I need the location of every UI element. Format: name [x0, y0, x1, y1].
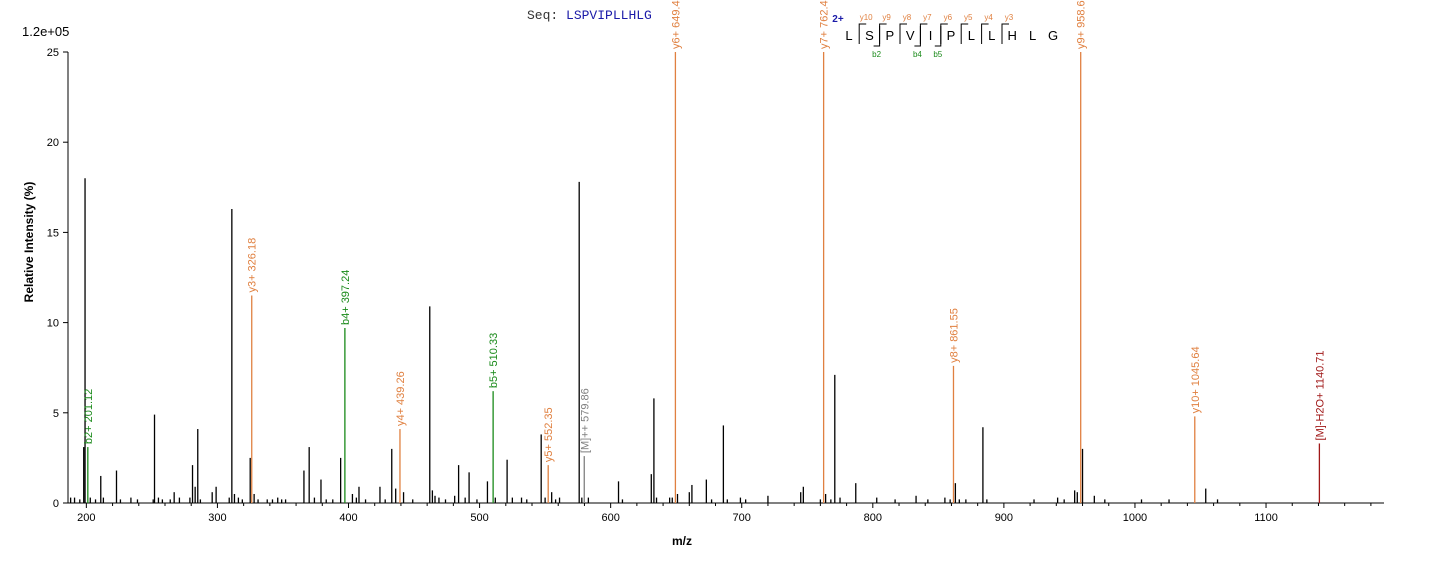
- y-tick-label: 15: [47, 227, 59, 239]
- peak-label: b2+ 201.12: [83, 389, 95, 444]
- y-ion-marker-label: y7: [923, 13, 932, 22]
- x-tick-label: 700: [733, 512, 751, 524]
- peak-label: y3+ 326.18: [247, 238, 259, 293]
- y-tick-label: 25: [47, 47, 59, 59]
- sequence-residue: P: [947, 28, 956, 43]
- y-tick-label: 5: [53, 408, 59, 420]
- y-ion-cleavage-marker: [981, 23, 989, 44]
- peak-label: y7+ 762.48: [819, 0, 831, 49]
- b-ion-marker-label: b4: [913, 50, 922, 59]
- intensity-scale-label: 1.2e+05: [22, 24, 70, 39]
- y-ion-marker-label: y6: [944, 13, 953, 22]
- b-ion-cleavage-marker: [914, 26, 921, 47]
- peak-label: y10+ 1045.64: [1190, 346, 1202, 413]
- x-axis-label: m/z: [672, 534, 693, 548]
- peak-label: y5+ 552.35: [543, 407, 555, 462]
- peak-label: [M]++ 579.86: [579, 388, 591, 453]
- b-ion-cleavage-marker: [873, 26, 881, 47]
- y-tick-label: 0: [53, 498, 59, 510]
- y-ion-cleavage-marker: [899, 23, 907, 44]
- x-tick-label: 500: [470, 512, 488, 524]
- x-tick-label: 200: [77, 512, 95, 524]
- y-ion-cleavage-marker: [919, 23, 928, 44]
- peak-label: y6+ 649.40: [670, 0, 682, 49]
- sequence-residue: S: [865, 28, 874, 43]
- sequence-residue: I: [929, 28, 933, 43]
- sequence-residue: L: [988, 28, 995, 43]
- b-ion-marker-label: b2: [872, 50, 881, 59]
- sequence-title: Seq: LSPVIPLLHLG: [527, 8, 652, 23]
- y-ion-marker-label: y10: [860, 13, 873, 22]
- charge-state-label: 2+: [832, 14, 844, 25]
- sequence-residue: H: [1008, 28, 1017, 43]
- y-ion-marker-label: y4: [984, 13, 993, 22]
- x-tick-label: 900: [995, 512, 1013, 524]
- peak-label: y9+ 958.61: [1076, 0, 1088, 49]
- sequence-residue: L: [845, 28, 852, 43]
- y-ion-marker-label: y8: [903, 13, 912, 22]
- y-tick-label: 10: [47, 318, 59, 330]
- x-tick-label: 1000: [1123, 512, 1147, 524]
- sequence-residue: L: [1029, 28, 1036, 43]
- y-ion-cleavage-marker: [960, 23, 969, 44]
- peak-label: [M]-H2O+ 1140.71: [1314, 350, 1326, 440]
- b-ion-marker-label: b5: [933, 50, 942, 59]
- peak-label: b4+ 397.24: [340, 270, 352, 325]
- y-ion-marker-label: y3: [1005, 13, 1014, 22]
- y-ion-cleavage-marker: [1001, 23, 1009, 44]
- y-ion-marker-label: y5: [964, 13, 973, 22]
- sequence-residue: V: [906, 28, 915, 43]
- sequence-residue: G: [1048, 28, 1058, 43]
- x-tick-label: 800: [864, 512, 882, 524]
- sequence-residue: P: [885, 28, 894, 43]
- sequence-title-label: Seq:: [527, 8, 559, 23]
- x-tick-label: 600: [601, 512, 619, 524]
- b-ion-cleavage-marker: [934, 26, 942, 47]
- peak-label: y8+ 861.55: [948, 308, 960, 363]
- peak-label: y4+ 439.26: [395, 371, 407, 426]
- sequence-residue: L: [968, 28, 975, 43]
- y-ion-cleavage-marker: [858, 23, 867, 44]
- sequence-title-value: LSPVIPLLHLG: [566, 8, 652, 23]
- y-tick-label: 20: [47, 137, 59, 149]
- x-tick-label: 300: [208, 512, 226, 524]
- x-tick-label: 400: [339, 512, 357, 524]
- y-ion-marker-label: y9: [882, 13, 891, 22]
- x-tick-label: 1100: [1254, 512, 1278, 524]
- peak-label: b5+ 510.33: [488, 333, 500, 388]
